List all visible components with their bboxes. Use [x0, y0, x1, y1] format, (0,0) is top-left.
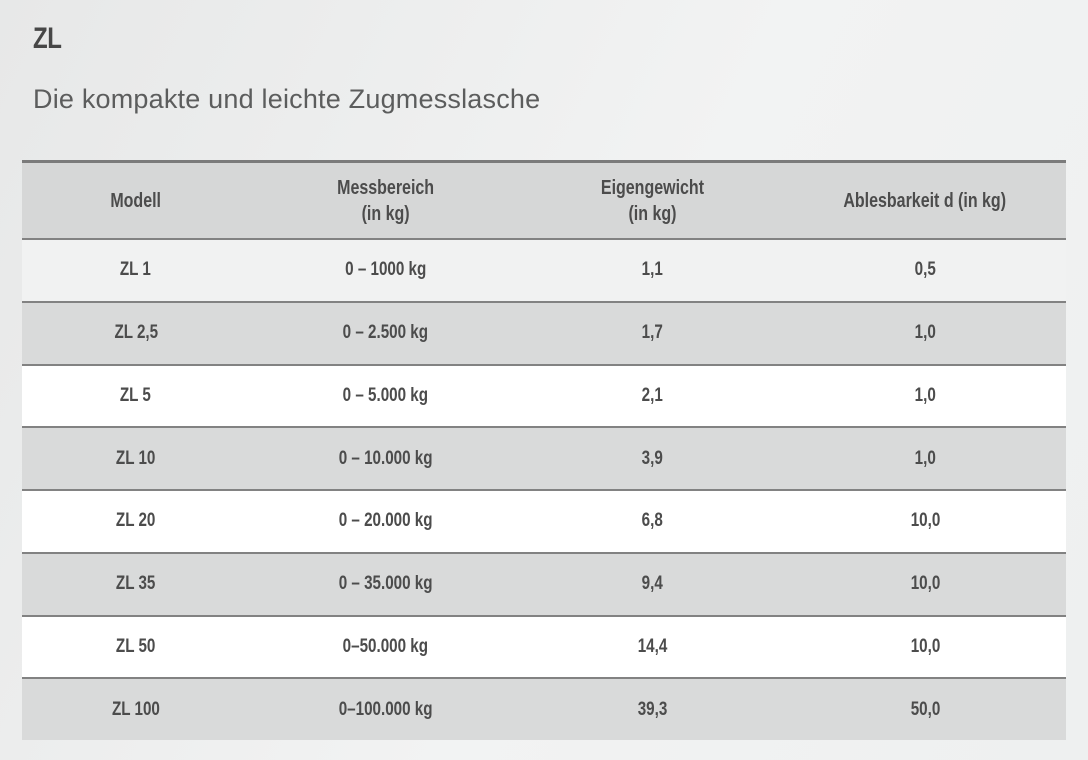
table-row: ZL 1 0 – 1000 kg 1,1 0,5	[22, 238, 1066, 301]
cell-eigengewicht: 6,8	[521, 491, 784, 552]
page-subtitle: Die kompakte und leichte Zugmesslasche	[33, 84, 541, 114]
column-header-messbereich-text: Messbereich (in kg)	[336, 176, 434, 225]
cell-eigengewicht-text: 6,8	[641, 510, 664, 532]
column-header-ablesbarkeit-text: Ablesbarkeit d (in kg)	[843, 189, 1007, 212]
page-title-text: ZL	[33, 22, 62, 55]
cell-messbereich-text: 0 – 35.000 kg	[338, 573, 433, 595]
cell-modell-text: ZL 2,5	[113, 322, 158, 344]
cell-eigengewicht: 1,1	[521, 240, 784, 301]
table-row: ZL 100 0–100.000 kg 39,3 50,0	[22, 677, 1066, 740]
cell-eigengewicht-text: 3,9	[641, 447, 664, 469]
cell-modell: ZL 100	[22, 679, 250, 740]
column-header-messbereich: Messbereich (in kg)	[250, 163, 521, 238]
cell-ablesbarkeit: 1,0	[784, 428, 1066, 489]
cell-modell: ZL 10	[22, 428, 250, 489]
cell-modell-text: ZL 5	[120, 384, 152, 406]
cell-eigengewicht-text: 1,7	[641, 322, 664, 344]
cell-eigengewicht-text: 14,4	[637, 635, 668, 657]
cell-modell-text: ZL 50	[116, 635, 156, 657]
cell-ablesbarkeit: 0,5	[784, 240, 1066, 301]
cell-messbereich: 0 – 35.000 kg	[250, 554, 521, 615]
cell-ablesbarkeit-text: 0,5	[914, 259, 936, 281]
cell-eigengewicht-text: 39,3	[637, 698, 668, 720]
cell-ablesbarkeit: 10,0	[784, 491, 1066, 552]
cell-ablesbarkeit: 1,0	[784, 366, 1066, 427]
cell-messbereich-text: 0 – 1000 kg	[344, 259, 426, 281]
column-header-eigengewicht: Eigengewicht (in kg)	[521, 163, 784, 238]
cell-messbereich-text: 0 – 2.500 kg	[342, 322, 428, 344]
table-row: ZL 5 0 – 5.000 kg 2,1 1,0	[22, 363, 1066, 427]
cell-messbereich: 0–100.000 kg	[250, 679, 521, 740]
cell-modell: ZL 5	[22, 366, 250, 427]
cell-modell: ZL 2,5	[22, 303, 250, 364]
cell-ablesbarkeit-text: 1,0	[914, 322, 936, 344]
cell-ablesbarkeit-text: 10,0	[910, 573, 940, 595]
cell-eigengewicht: 3,9	[521, 428, 784, 489]
column-header-modell-text: Modell	[110, 189, 162, 212]
cell-eigengewicht-text: 1,1	[641, 259, 664, 281]
cell-eigengewicht: 9,4	[521, 554, 784, 615]
cell-messbereich-text: 0–100.000 kg	[338, 698, 433, 720]
cell-messbereich: 0 – 20.000 kg	[250, 491, 521, 552]
cell-eigengewicht-text: 9,4	[641, 573, 664, 595]
table-row: ZL 10 0 – 10.000 kg 3,9 1,0	[22, 426, 1066, 489]
cell-modell: ZL 1	[22, 240, 250, 301]
cell-messbereich: 0 – 5.000 kg	[250, 366, 521, 427]
cell-messbereich: 0 – 10.000 kg	[250, 428, 521, 489]
cell-ablesbarkeit: 1,0	[784, 303, 1066, 364]
cell-modell: ZL 50	[22, 617, 250, 678]
cell-eigengewicht-text: 2,1	[641, 384, 664, 406]
cell-modell-text: ZL 35	[116, 573, 156, 595]
cell-ablesbarkeit-text: 50,0	[910, 698, 940, 720]
cell-ablesbarkeit-text: 1,0	[914, 384, 936, 406]
cell-modell-text: ZL 10	[116, 447, 156, 469]
cell-messbereich-text: 0–50.000 kg	[342, 635, 428, 657]
cell-messbereich-text: 0 – 20.000 kg	[338, 510, 433, 532]
cell-eigengewicht: 2,1	[521, 366, 784, 427]
cell-eigengewicht: 1,7	[521, 303, 784, 364]
cell-ablesbarkeit: 10,0	[784, 617, 1066, 678]
cell-modell-text: ZL 20	[116, 510, 156, 532]
table-row: ZL 35 0 – 35.000 kg 9,4 10,0	[22, 551, 1066, 615]
cell-modell-text: ZL 100	[111, 698, 160, 720]
product-spec-table: Modell Messbereich (in kg) Eigengewicht …	[22, 160, 1066, 740]
cell-eigengewicht: 14,4	[521, 617, 784, 678]
table-row: ZL 2,5 0 – 2.500 kg 1,7 1,0	[22, 300, 1066, 364]
cell-ablesbarkeit: 10,0	[784, 554, 1066, 615]
column-header-eigengewicht-text: Eigengewicht (in kg)	[600, 176, 705, 225]
page-title: ZL	[33, 22, 69, 56]
cell-modell: ZL 35	[22, 554, 250, 615]
cell-modell: ZL 20	[22, 491, 250, 552]
cell-messbereich-text: 0 – 5.000 kg	[342, 384, 428, 406]
cell-ablesbarkeit-text: 1,0	[914, 447, 936, 469]
table-header-row: Modell Messbereich (in kg) Eigengewicht …	[22, 160, 1066, 238]
cell-ablesbarkeit-text: 10,0	[910, 635, 940, 657]
cell-modell-text: ZL 1	[120, 259, 152, 281]
cell-messbereich-text: 0 – 10.000 kg	[338, 447, 433, 469]
cell-messbereich: 0 – 2.500 kg	[250, 303, 521, 364]
cell-eigengewicht: 39,3	[521, 679, 784, 740]
column-header-modell: Modell	[22, 163, 250, 238]
cell-messbereich: 0 – 1000 kg	[250, 240, 521, 301]
cell-ablesbarkeit-text: 10,0	[910, 510, 940, 532]
column-header-ablesbarkeit: Ablesbarkeit d (in kg)	[784, 163, 1066, 238]
table-row: ZL 20 0 – 20.000 kg 6,8 10,0	[22, 489, 1066, 552]
table-row: ZL 50 0–50.000 kg 14,4 10,0	[22, 614, 1066, 678]
cell-messbereich: 0–50.000 kg	[250, 617, 521, 678]
cell-ablesbarkeit: 50,0	[784, 679, 1066, 740]
